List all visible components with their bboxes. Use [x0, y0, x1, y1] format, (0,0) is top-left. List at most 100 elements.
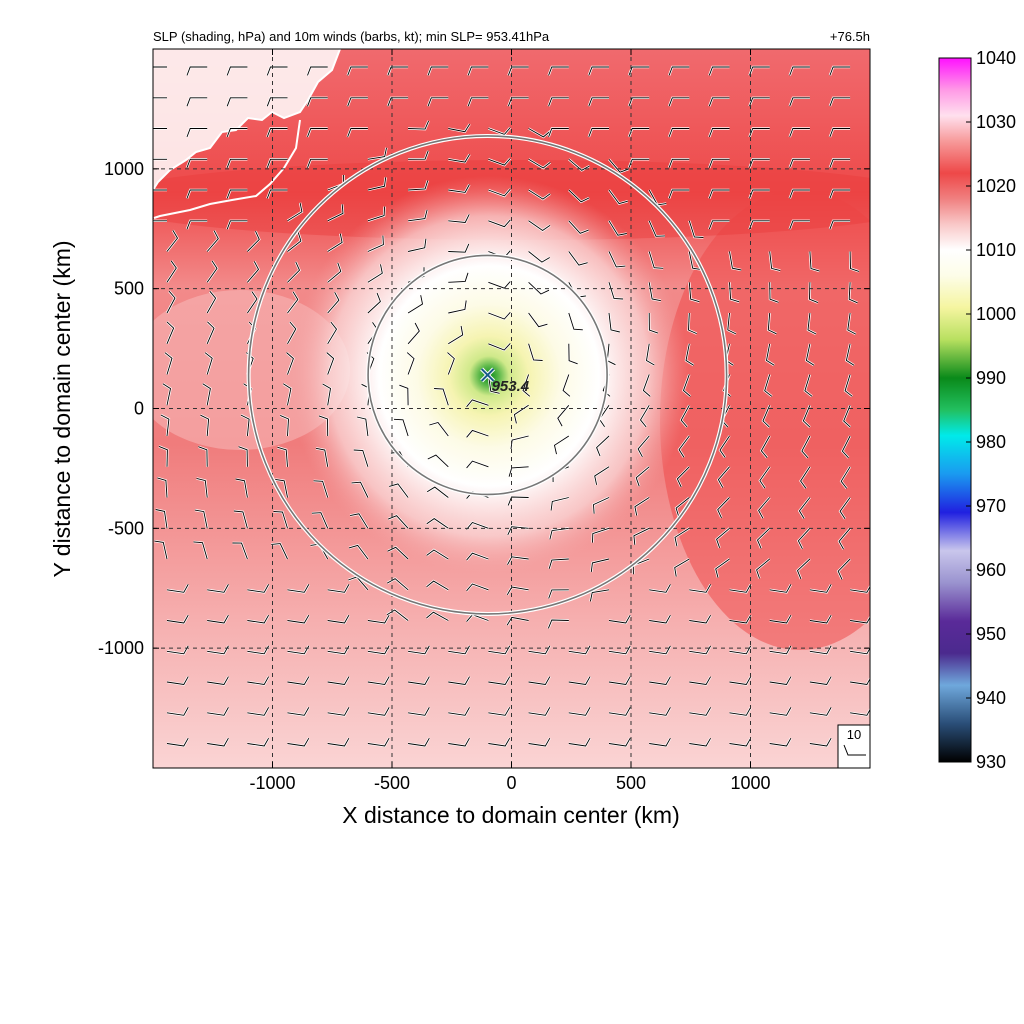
- wind-barb: [829, 158, 851, 168]
- wind-barb: [408, 180, 429, 191]
- wind-barb: [809, 645, 832, 655]
- wind-barb: [678, 435, 690, 458]
- wind-barb: [448, 300, 467, 314]
- wind-barb: [764, 374, 773, 397]
- wind-barb: [715, 558, 730, 578]
- wind-barb: [448, 676, 470, 685]
- wind-barb: [429, 421, 449, 437]
- wind-barb: [427, 454, 449, 468]
- wind-barb: [798, 497, 811, 519]
- wind-barb: [789, 128, 810, 138]
- wind-barb: [407, 295, 424, 314]
- wind-barb: [367, 235, 384, 252]
- wind-barb: [186, 158, 208, 168]
- wind-barb: [158, 445, 168, 467]
- wind-barb: [549, 527, 569, 540]
- wind-barb: [769, 737, 792, 747]
- wind-barb: [166, 290, 176, 314]
- wind-barb: [809, 614, 832, 624]
- wind-barb: [226, 66, 248, 76]
- wind-barb: [789, 97, 810, 107]
- wind-barb: [206, 291, 217, 314]
- y-tick-label: 500: [114, 279, 144, 299]
- chart-title: SLP (shading, hPa) and 10m winds (barbs,…: [153, 29, 550, 44]
- wind-barb: [466, 583, 489, 592]
- wind-barb: [637, 435, 650, 458]
- wind-barb: [426, 486, 449, 498]
- colorbar-tick-label: 960: [976, 560, 1006, 580]
- wind-barb: [553, 435, 570, 455]
- wind-barb: [232, 542, 248, 560]
- y-tick-label: -500: [108, 518, 144, 538]
- wind-barb: [287, 261, 301, 283]
- wind-barb: [676, 466, 690, 488]
- wind-barb: [769, 645, 792, 655]
- wind-barb: [351, 481, 369, 498]
- colorbar-tick-label: 990: [976, 368, 1006, 388]
- wind-barb: [347, 66, 368, 76]
- wind-barb: [756, 558, 770, 579]
- wind-barb: [848, 282, 858, 304]
- wind-barb: [313, 480, 329, 498]
- wind-barb: [153, 220, 167, 222]
- wind-barb: [648, 282, 661, 302]
- wind-barb: [809, 707, 832, 716]
- wind-barb: [467, 97, 489, 107]
- wind-barb: [528, 189, 551, 200]
- wind-barb: [568, 312, 583, 331]
- wind-barb: [488, 311, 511, 320]
- wind-barb: [557, 405, 570, 427]
- wind-barb: [689, 707, 711, 716]
- wind-barb: [789, 158, 810, 168]
- wind-barb: [802, 405, 811, 428]
- wind-barb: [327, 614, 350, 624]
- wind-barb: [674, 527, 690, 547]
- wind-barb: [408, 150, 429, 160]
- wind-barb: [758, 497, 771, 519]
- reference-barb: [843, 744, 866, 756]
- wind-barb: [367, 737, 390, 747]
- wind-barb: [427, 97, 449, 107]
- wind-barb: [488, 158, 511, 166]
- min-slp-label: 953.4: [492, 378, 530, 395]
- wind-barb: [507, 526, 529, 535]
- center-mark: [480, 368, 495, 382]
- wind-barb: [562, 374, 571, 397]
- wind-barb: [367, 206, 386, 222]
- wind-barb: [708, 128, 730, 138]
- wind-barb: [548, 558, 569, 569]
- wind-barb: [307, 158, 328, 168]
- wind-barb: [547, 619, 569, 629]
- wind-barb: [157, 477, 168, 498]
- wind-barb: [194, 509, 208, 529]
- wind-barb: [488, 676, 511, 685]
- wind-barb: [408, 707, 430, 716]
- wind-barb: [729, 676, 752, 685]
- wind-barb: [408, 238, 427, 252]
- wind-barb: [466, 460, 489, 469]
- wind-barb: [674, 558, 690, 577]
- x-tick-label: 0: [506, 773, 516, 793]
- wind-barb: [153, 66, 167, 68]
- wind-barb: [769, 707, 792, 716]
- wind-barb: [193, 541, 208, 560]
- wind-barb: [717, 466, 730, 488]
- wind-barb: [434, 388, 449, 406]
- wind-barb: [466, 399, 489, 408]
- wind-barb: [367, 177, 387, 191]
- wind-barb: [287, 321, 297, 345]
- wind-barb: [608, 676, 631, 685]
- wind-barb: [649, 584, 671, 593]
- wind-barb: [708, 158, 730, 168]
- wind-barb: [448, 707, 470, 716]
- wind-barb: [166, 737, 189, 747]
- wind-barb: [271, 543, 288, 560]
- wind-barb: [387, 97, 409, 107]
- wind-barb: [590, 558, 610, 572]
- wind-barb: [628, 97, 650, 107]
- wind-barb: [286, 352, 294, 375]
- wind-barb: [682, 374, 691, 397]
- wind-barb: [206, 321, 215, 344]
- wind-barb: [769, 614, 792, 624]
- wind-barb: [466, 552, 489, 561]
